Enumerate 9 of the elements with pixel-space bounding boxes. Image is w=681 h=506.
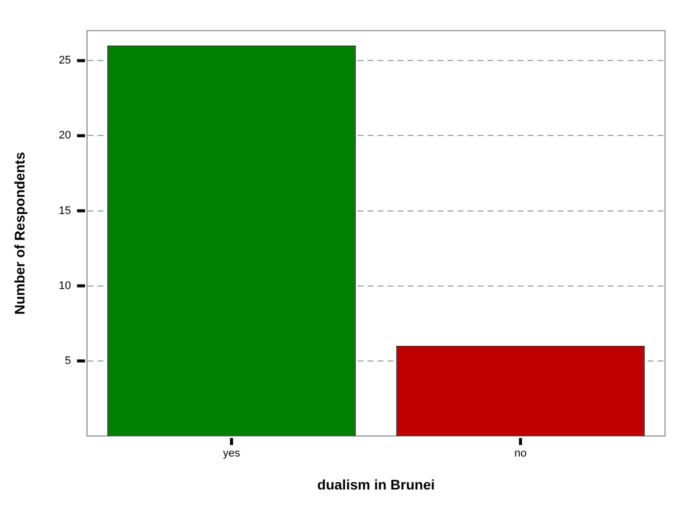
y-tick-label: 10: [58, 280, 72, 292]
y-tick-label: 25: [58, 54, 72, 67]
y-axis-title: Number of Respondents: [11, 152, 28, 315]
x-tick-label: no: [514, 448, 527, 460]
y-tick-label: 15: [58, 204, 72, 217]
x-tick-label: yes: [222, 448, 241, 460]
y-tick-label: 5: [64, 354, 72, 367]
y-tick-label: 20: [58, 130, 72, 142]
x-axis-title: dualism in Brunei: [317, 476, 435, 492]
